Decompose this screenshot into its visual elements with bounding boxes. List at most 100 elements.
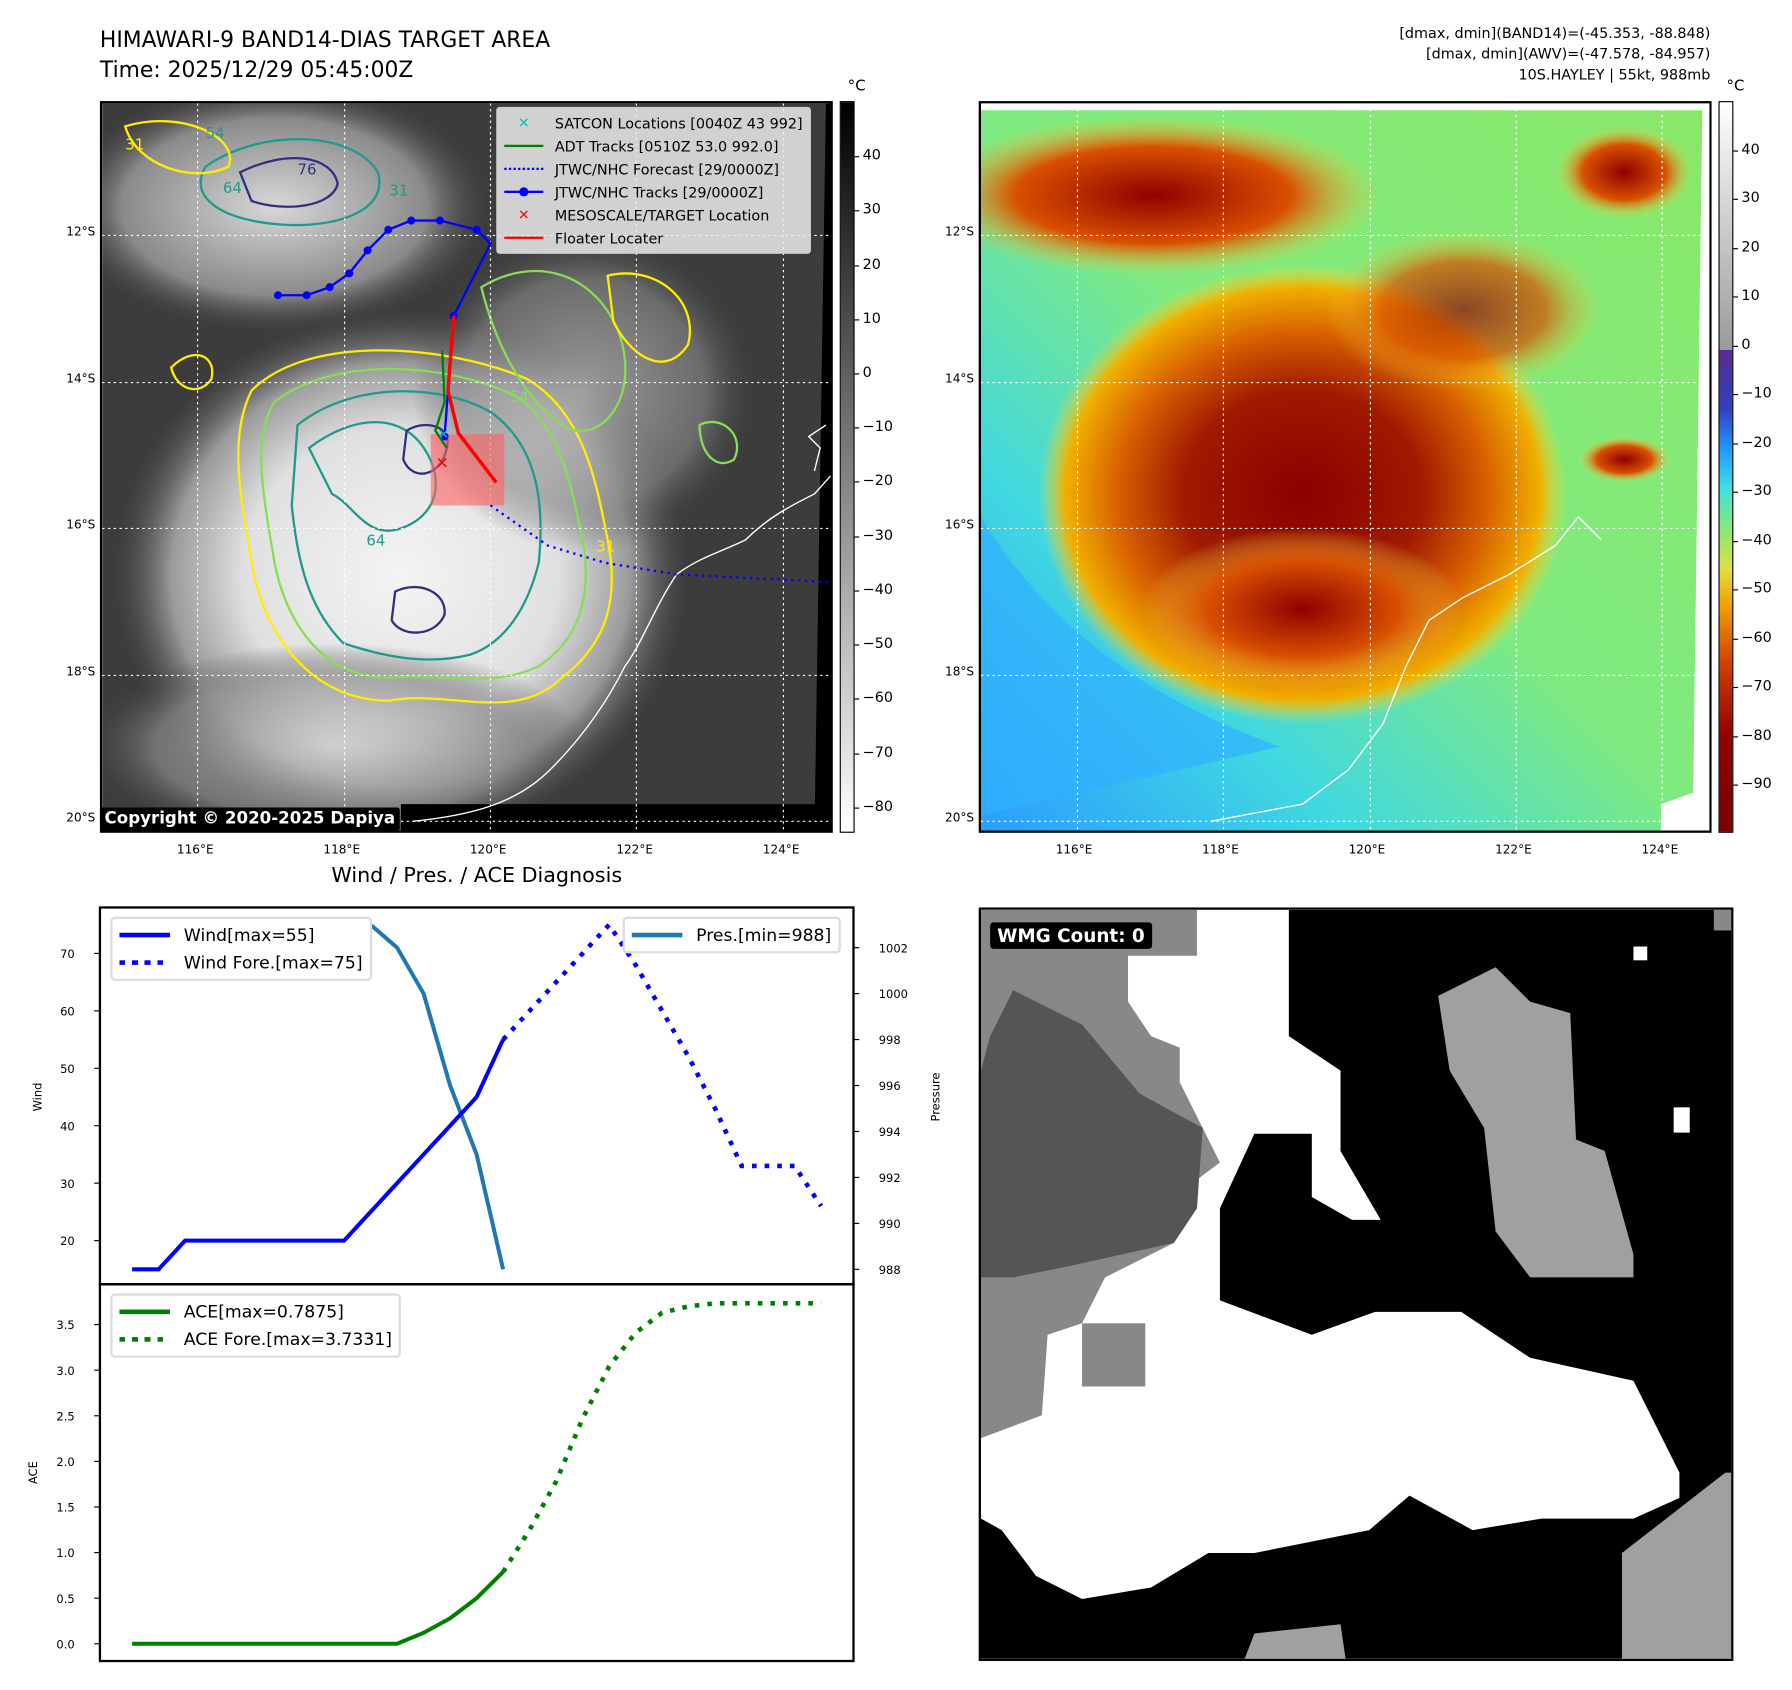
colorbar-tick-label: 30: [862, 200, 881, 218]
pressure-tick-label: 994: [879, 1125, 901, 1139]
wind-legend: Wind[max=55] Wind Fore.[max=75]: [110, 916, 372, 981]
pressure-tick-label: 998: [879, 1033, 901, 1047]
svg-text:31: 31: [125, 135, 144, 153]
lon-label: 124°E: [762, 843, 800, 857]
colorbar-tick-mark: [854, 156, 860, 158]
target-marker-icon: ✕: [435, 454, 448, 473]
colorbar-tick-label: −20: [1741, 432, 1772, 451]
ace-legend: ACE[max=0.7875] ACE Fore.[max=3.7331]: [110, 1293, 402, 1358]
wind-tick-label: 70: [60, 947, 75, 961]
colorbar-tick-label: −50: [1741, 579, 1772, 597]
colorbar-tick-mark: [1733, 345, 1738, 347]
legend-satcon: ✕ SATCON Locations [0040Z 43 992]: [504, 111, 803, 134]
pressure-legend: Pres.[min=988]: [622, 916, 841, 954]
colorbar-tick-mark: [854, 590, 860, 592]
colorbar-tick-mark: [854, 319, 860, 321]
chart-title: Wind / Pres. / ACE Diagnosis: [331, 863, 623, 888]
svg-text:64: 64: [366, 532, 385, 550]
line-dot-swatch-icon: [504, 185, 544, 199]
satcon-marker-icon: ✕: [438, 427, 450, 443]
colorbar-tick-label: −10: [1741, 384, 1772, 402]
colorbar-tick-mark: [1733, 443, 1738, 445]
ace-forecast-line: [501, 1301, 822, 1574]
colorbar-tick-mark: [1733, 248, 1738, 250]
colorbar-tick-mark: [1733, 687, 1738, 689]
legend-pressure: Pres.[min=988]: [631, 921, 832, 949]
legend-label: Pres.[min=988]: [696, 924, 832, 946]
colorbar-tick-label: 10: [862, 308, 881, 327]
lon-label: 118°E: [1202, 843, 1239, 857]
colorbar-tick-label: 0: [1741, 335, 1751, 353]
pressure-tick-label: 990: [879, 1217, 901, 1231]
legend-ace: ACE[max=0.7875]: [119, 1298, 392, 1326]
legend-tracks: JTWC/NHC Tracks [29/0000Z]: [504, 180, 802, 203]
ace-tick-label: 2.0: [56, 1455, 74, 1469]
ace-line: [132, 1570, 505, 1646]
coastline: [412, 424, 831, 823]
colorbar-tick-label: −80: [862, 796, 893, 815]
legend-label: ACE Fore.[max=3.7331]: [183, 1329, 393, 1350]
colorbar-tick-label: −60: [862, 688, 893, 706]
colorbar-tick-mark: [1733, 150, 1738, 152]
lat-label: 12°S: [945, 225, 975, 239]
ace-tick-label: 0.5: [56, 1592, 74, 1606]
lon-label: 120°E: [1348, 843, 1386, 857]
lon-label: 120°E: [469, 843, 507, 857]
floater-track: [446, 315, 498, 484]
colorbar-tick-label: 30: [1741, 188, 1760, 207]
pressure-tick-label: 996: [879, 1079, 901, 1093]
ace-tick-label: 3.0: [56, 1364, 74, 1378]
colorbar-tick-mark: [854, 644, 860, 646]
awv-map: [978, 101, 1712, 833]
colorbar-tick-label: 20: [862, 254, 881, 272]
legend-label: Wind Fore.[max=75]: [183, 952, 363, 973]
wind-forecast-line: [501, 920, 824, 1208]
colorbar-tick-mark: [854, 373, 860, 375]
legend-label: MESOSCALE/TARGET Location: [554, 206, 770, 224]
ir-map-legend: ✕ SATCON Locations [0040Z 43 992] ADT Tra…: [496, 106, 811, 254]
svg-text:54: 54: [510, 388, 529, 406]
legend-wind-forecast: Wind Fore.[max=75]: [119, 949, 363, 977]
legend-floater: Floater Locater: [504, 226, 802, 249]
dotted-swatch-icon: [504, 162, 544, 176]
lat-label: 12°S: [66, 225, 96, 239]
legend-label: JTWC/NHC Forecast [29/0000Z]: [554, 160, 780, 178]
ace-axes-frame: [98, 1283, 855, 1663]
lon-label: 116°E: [1055, 843, 1093, 857]
lat-label: 20°S: [66, 810, 96, 825]
colorbar-tick-mark: [1733, 736, 1738, 738]
diagnosis-chart: 20 30 40 50 60 70 988 990 992 994 996 998 1000 1002 0.…: [26, 906, 943, 1663]
colorbar-tick-label: −70: [1741, 676, 1772, 695]
awv-map-image: [980, 103, 1710, 831]
lon-label: 124°E: [1641, 843, 1679, 857]
colorbar-tick-mark: [854, 698, 860, 700]
legend-adt: ADT Tracks [0510Z 53.0 992.0]: [504, 134, 802, 157]
colorbar-tick-mark: [1733, 296, 1738, 298]
band14-range: [dmax, dmin](BAND14)=(-45.353, -88.848): [1399, 24, 1711, 42]
svg-text:76: 76: [298, 161, 317, 179]
colorbar-tick-label: 40: [862, 146, 881, 164]
ace-tick-label: 1.5: [56, 1501, 74, 1515]
svg-text:31: 31: [596, 537, 615, 555]
line-swatch-icon: [119, 932, 171, 938]
ir-colorbar-unit: °C: [847, 78, 866, 96]
lon-label: 122°E: [616, 843, 654, 857]
colorbar-tick-mark: [1733, 199, 1738, 201]
wind-tick-label: 30: [60, 1177, 75, 1191]
copyright-badge: Copyright © 2020-2025 Dapiya: [99, 807, 400, 831]
legend-label: ADT Tracks [0510Z 53.0 992.0]: [554, 137, 779, 155]
svg-text:64: 64: [223, 179, 242, 197]
pressure-tick-label: 1000: [879, 987, 908, 1001]
lat-label: 18°S: [945, 664, 975, 679]
colorbar-tick-label: −70: [862, 742, 893, 760]
svg-text:54: 54: [206, 124, 225, 142]
colorbar-tick-label: −30: [1741, 481, 1772, 499]
time-text: Time: 2025/12/29 05:45:00Z: [99, 57, 414, 83]
legend-forecast: JTWC/NHC Forecast [29/0000Z]: [504, 157, 802, 180]
colorbar-tick-mark: [854, 536, 860, 538]
svg-text:31: 31: [389, 181, 408, 199]
ace-axis-label: ACE: [26, 1461, 40, 1484]
dotted-swatch-icon: [119, 960, 171, 965]
pressure-tick-label: 1002: [879, 941, 908, 955]
colorbar-tick-label: 0: [862, 363, 872, 381]
